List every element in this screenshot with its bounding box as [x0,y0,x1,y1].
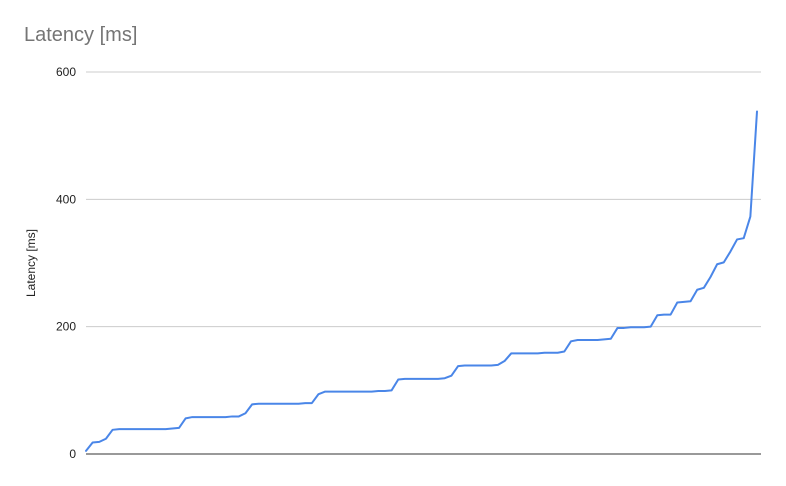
gridlines [86,71,761,455]
y-axis-title: Latency [ms] [24,229,38,297]
y-tick-label: 400 [56,192,76,206]
y-tick-label: 200 [56,320,76,334]
y-axis-tick-labels: 0 200 400 600 [56,65,76,461]
y-tick-label: 0 [69,447,76,461]
chart-title: Latency [ms] [24,24,138,46]
series-line [85,110,758,452]
series-layer [85,110,758,452]
y-tick-label: 600 [56,65,76,79]
